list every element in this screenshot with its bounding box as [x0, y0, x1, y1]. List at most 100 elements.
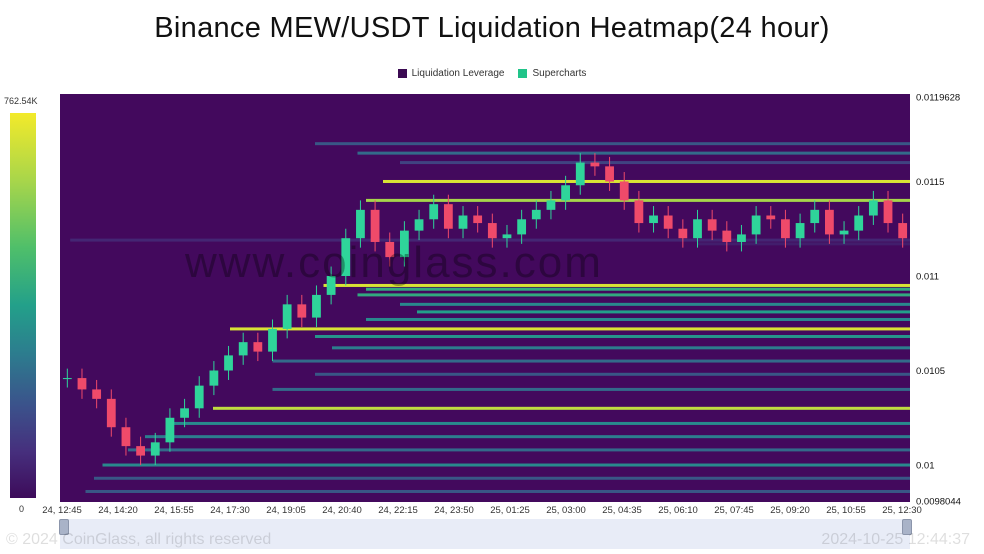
liquidation-band: [213, 406, 910, 410]
x-tick-label: 25, 01:25: [490, 505, 530, 516]
candle-body: [678, 228, 688, 239]
candle-body: [414, 219, 424, 231]
candle-body: [487, 223, 497, 239]
x-tick-label: 25, 10:55: [826, 505, 866, 516]
range-scrollbar[interactable]: [60, 519, 910, 549]
candle-body: [268, 328, 277, 352]
candle-body: [634, 200, 644, 224]
candle-body: [341, 238, 351, 276]
range-handle-right[interactable]: [902, 519, 912, 535]
heatmap-background: [60, 94, 910, 502]
candle-body: [194, 385, 204, 409]
candle-body: [238, 342, 248, 356]
legend-item-liquidation-leverage[interactable]: Liquidation Leverage: [397, 68, 504, 79]
candle-body: [400, 230, 409, 258]
x-tick-label: 25, 07:45: [714, 505, 754, 516]
candle-body: [224, 355, 233, 371]
candle-body: [781, 219, 790, 239]
x-tick-label: 24, 17:30: [210, 505, 250, 516]
candle-body: [810, 209, 820, 224]
legend-label: Supercharts: [532, 68, 587, 79]
candle-body: [106, 398, 116, 428]
candle-body: [693, 219, 702, 239]
candle-body: [282, 304, 292, 329]
candle-body: [443, 204, 453, 229]
candle-body: [385, 241, 395, 258]
candle-body: [92, 389, 102, 399]
candle-body: [883, 200, 893, 224]
liquidation-band: [357, 293, 910, 297]
liquidation-band: [272, 359, 910, 363]
colorbar: [10, 113, 36, 498]
x-tick-label: 25, 04:35: [602, 505, 642, 516]
candle-body: [561, 185, 570, 201]
candle-body: [180, 408, 189, 418]
liquidation-band: [102, 463, 910, 467]
liquidation-band: [366, 287, 910, 291]
candle-body: [575, 162, 585, 186]
liquidation-band: [400, 161, 910, 165]
liquidation-band: [315, 334, 910, 338]
y-axis: 0.0119628 0.0115 0.011 0.0105 0.01 0.0098044: [916, 93, 961, 508]
x-tick-label: 24, 14:20: [98, 505, 138, 516]
x-tick-label: 24, 22:15: [378, 505, 418, 516]
candle-body: [150, 442, 160, 456]
footer-timestamp: 2024-10-25 12:44:37: [821, 531, 970, 548]
candle-body: [370, 209, 380, 242]
candle-body: [898, 223, 908, 239]
liquidation-band: [315, 372, 910, 376]
liquidation-band: [417, 310, 910, 314]
liquidation-band: [400, 302, 910, 306]
liquidation-band: [697, 242, 910, 246]
candle-body: [121, 427, 131, 447]
legend: Liquidation Leverage Supercharts: [0, 68, 984, 79]
liquidation-band: [357, 151, 910, 155]
y-tick-label: 0.0105: [916, 366, 945, 377]
liquidation-band: [70, 238, 910, 242]
legend-swatch-supercharts: [518, 69, 528, 78]
liquidation-band: [383, 179, 910, 183]
candle-body: [473, 215, 483, 224]
y-tick-label: 0.01: [916, 461, 935, 472]
candle-body: [77, 378, 87, 390]
candle-body: [649, 215, 658, 224]
liquidation-band: [128, 448, 910, 452]
candle-body: [517, 219, 527, 235]
liquidation-band: [272, 387, 910, 391]
candle-body: [531, 209, 541, 220]
candle-body: [326, 275, 336, 295]
x-tick-label: 24, 19:05: [266, 505, 306, 516]
candle-body: [722, 230, 732, 242]
candle-body: [297, 304, 307, 318]
candle-body: [429, 204, 439, 220]
liquidation-band: [230, 327, 910, 331]
legend-item-supercharts[interactable]: Supercharts: [518, 68, 586, 79]
x-tick-label: 24, 20:40: [322, 505, 362, 516]
candle-body: [737, 234, 746, 242]
liquidation-band: [323, 283, 910, 287]
watermark: www.coinglass.com: [185, 238, 603, 287]
liquidation-band: [145, 435, 910, 439]
candle-body: [546, 200, 556, 210]
candle-body: [62, 378, 72, 380]
candle-body: [868, 200, 878, 216]
chart-title: Binance MEW/USDT Liquidation Heatmap(24 …: [154, 12, 830, 44]
candle-body: [253, 342, 263, 352]
candle-body: [663, 215, 673, 229]
candle-body: [502, 234, 512, 239]
candle-body: [165, 417, 175, 443]
candle-body: [458, 215, 468, 229]
liquidation-band: [332, 346, 910, 350]
candle-body: [751, 215, 761, 235]
range-handle-left[interactable]: [59, 519, 69, 535]
candle-body: [605, 166, 614, 182]
candle-body: [619, 181, 629, 201]
x-axis: 24, 12:45 24, 14:20 24, 15:55 24, 17:30 24, …: [42, 505, 922, 516]
price-candles: [62, 153, 908, 466]
liquidation-band: [94, 476, 910, 480]
candle-body: [209, 370, 219, 386]
candle-body: [136, 446, 145, 456]
candle-body: [854, 215, 864, 231]
candle-body: [590, 162, 600, 167]
